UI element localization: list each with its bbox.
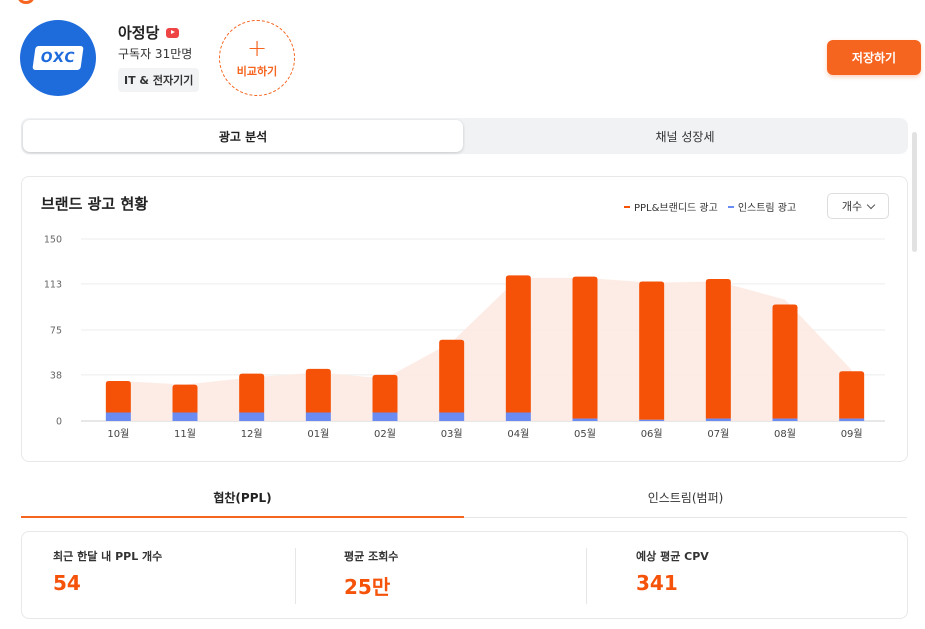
bar-ppl: [105, 380, 131, 413]
save-button[interactable]: 저장하기: [827, 40, 921, 75]
tab-sponsorship-ppl[interactable]: 협찬(PPL): [21, 478, 464, 518]
x-tick-label: 09월: [841, 428, 863, 440]
brand-ad-chart-card: 0 38 75 113 150 10월 11월 12월 01월 02월 03월 04월 05월 06월 07…: [21, 176, 908, 462]
legend-item-instream: 인스트림 광고: [727, 199, 797, 214]
bar-instream: [372, 412, 398, 421]
stat-avg-views: 평균 조회수 25만: [313, 532, 603, 620]
legend-swatch-ppl: [624, 205, 630, 208]
x-tick-label: 05월: [574, 428, 596, 440]
bar-instream: [572, 418, 598, 421]
stat-divider: [586, 548, 587, 604]
y-tick-label: 0: [56, 417, 62, 428]
channel-avatar[interactable]: OXC: [20, 20, 96, 96]
unit-select-value: 개수: [841, 200, 863, 213]
bar-instream: [705, 418, 731, 421]
channel-name: 아정당: [118, 24, 160, 42]
stats-card: 최근 한달 내 PPL 개수 54 평균 조회수 25만 예상 평균 CPV 3…: [21, 531, 908, 619]
tab-channel-growth[interactable]: 채널 성장세: [655, 129, 715, 144]
brand-ad-chart: 0 38 75 113 150 10월 11월 12월 01월 02월 03월 04월 05월 06월 07…: [44, 235, 885, 440]
stat-ppl-count: 최근 한달 내 PPL 개수 54: [22, 532, 312, 620]
bar-ppl: [505, 275, 531, 413]
bar-ppl: [439, 339, 465, 413]
plus-icon: +: [246, 34, 268, 62]
bar-instream: [172, 412, 198, 421]
stat-expected-cpv: 예상 평균 CPV 341: [605, 532, 895, 620]
chart-legend: PPL&브랜디드 광고 인스트림 광고: [624, 199, 796, 214]
analysis-tab-bar: 광고 분석 채널 성장세: [21, 118, 908, 154]
x-tick-label: 11월: [174, 428, 196, 440]
tab-ad-analysis[interactable]: 광고 분석: [23, 120, 463, 152]
stat-label: 예상 평균 CPV: [636, 550, 709, 563]
unit-select[interactable]: 개수: [827, 193, 889, 219]
chevron-down-icon: [866, 200, 876, 209]
channel-logo: OXC: [32, 46, 84, 70]
bar-ppl: [372, 374, 398, 413]
subscriber-count: 구독자 31만명: [118, 47, 193, 61]
trend-area: [118, 277, 852, 421]
bar-ppl: [172, 384, 198, 413]
stat-divider: [295, 548, 296, 604]
bar-instream: [505, 412, 531, 421]
bar-instream: [639, 419, 665, 421]
bar-ppl: [705, 279, 731, 419]
bar-instream: [305, 412, 331, 421]
compare-label: 비교하기: [236, 65, 278, 78]
x-tick-label: 10월: [107, 428, 129, 440]
tab-instream-bumper[interactable]: 인스트림(범퍼): [464, 478, 907, 518]
bar-ppl: [839, 371, 865, 419]
stat-value: 25만: [344, 575, 391, 599]
legend-swatch-instream: [727, 205, 734, 208]
compare-button[interactable]: + 비교하기: [219, 20, 295, 96]
x-tick-label: 08월: [774, 428, 796, 440]
x-tick-label: 06월: [641, 428, 663, 440]
y-tick-label: 75: [50, 326, 62, 337]
bar-ppl: [305, 368, 331, 413]
bar-instream: [105, 412, 131, 421]
x-tick-label: 12월: [241, 428, 263, 440]
stat-value: 54: [53, 571, 81, 595]
stat-value: 341: [636, 571, 678, 595]
bar-instream: [839, 418, 865, 421]
x-tick-label: 07월: [707, 428, 729, 440]
bar-instream: [772, 418, 798, 421]
bar-instream: [239, 412, 265, 421]
bar-ppl: [772, 304, 798, 419]
top-logo-fragment: [18, 0, 34, 4]
bar-ppl: [239, 373, 265, 413]
x-tick-label: 02월: [374, 428, 396, 440]
legend-item-ppl: PPL&브랜디드 광고: [624, 199, 718, 214]
legend-label-ppl: PPL&브랜디드 광고: [634, 203, 718, 214]
stat-label: 평균 조회수: [344, 550, 399, 563]
legend-label-instream: 인스트림 광고: [737, 203, 797, 214]
x-tick-label: 01월: [307, 428, 329, 440]
youtube-icon[interactable]: [166, 27, 180, 38]
bar-ppl: [572, 276, 598, 419]
scrollbar[interactable]: [912, 132, 917, 252]
y-tick-label: 38: [50, 370, 62, 381]
y-tick-label: 150: [44, 235, 62, 246]
y-tick-label: 113: [44, 279, 62, 290]
stat-label: 최근 한달 내 PPL 개수: [53, 550, 163, 563]
category-tag: IT & 전자기기: [118, 68, 200, 92]
x-tick-label: 04월: [507, 428, 529, 440]
bar-instream: [439, 412, 465, 421]
chart-title: 브랜드 광고 현황: [41, 195, 149, 213]
x-tick-label: 03월: [441, 428, 463, 440]
bar-ppl: [639, 281, 665, 420]
channel-name-row: 아정당: [118, 22, 180, 43]
